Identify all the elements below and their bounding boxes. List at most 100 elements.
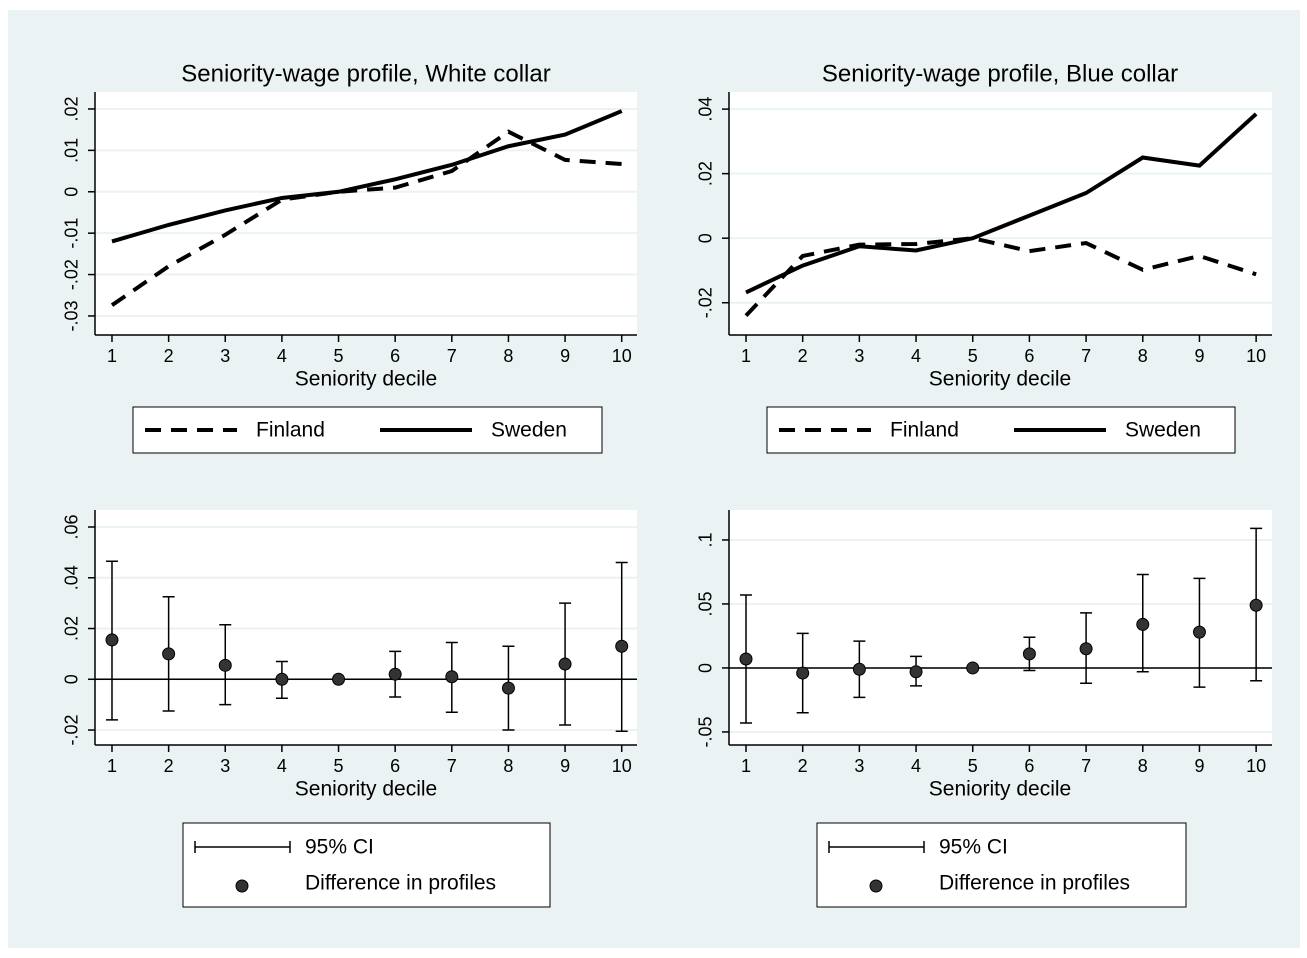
x-tick-label: 8 — [503, 346, 513, 366]
x-tick-label: 10 — [1246, 346, 1266, 366]
point — [218, 658, 232, 672]
point — [105, 633, 119, 647]
y-tick-label: .1 — [696, 532, 716, 547]
legend-label: 95% CI — [305, 836, 374, 859]
y-tick-label: 0 — [696, 233, 716, 243]
x-tick-label: 2 — [164, 756, 174, 776]
point — [739, 652, 753, 666]
x-tick-label: 1 — [107, 346, 117, 366]
y-tick-label: .02 — [696, 161, 716, 186]
x-tick-label: 7 — [447, 346, 457, 366]
chart-title: Seniority-wage profile, White collar — [181, 60, 550, 87]
x-tick-label: 9 — [560, 346, 570, 366]
data-line — [745, 112, 1258, 295]
x-axis-title: Seniority decile — [295, 778, 437, 801]
panel: -.05 0 .05 .1 1 2 3 4 5 6 7 8 9 10 Seniority decile 95%… — [696, 510, 1272, 908]
x-tick-label: 1 — [741, 756, 751, 776]
y-tick-label: .01 — [62, 138, 82, 163]
data-line — [111, 109, 623, 244]
x-tick-label: 7 — [1081, 346, 1091, 366]
x-tick-label: 2 — [798, 346, 808, 366]
y-tick-label: .02 — [62, 616, 82, 641]
y-tick-label: -.02 — [696, 287, 716, 318]
y-tick-label: 0 — [62, 187, 82, 197]
point — [1022, 647, 1036, 661]
legend-swatch — [828, 841, 925, 853]
legend-box — [816, 822, 1187, 908]
x-tick-label: 6 — [390, 346, 400, 366]
y-tick-label: -.01 — [62, 218, 82, 249]
data-line — [744, 236, 1257, 318]
panel: -.02 0 .02 .04 .06 1 2 3 4 5 6 7 8 9 10 Seniority decil… — [62, 510, 637, 908]
x-tick-label: 9 — [560, 756, 570, 776]
legend-label: Sweden — [491, 419, 567, 442]
x-tick-label: 6 — [1024, 346, 1034, 366]
legend-swatch — [235, 879, 249, 893]
point — [615, 639, 629, 653]
legend-label: Difference in profiles — [305, 872, 496, 895]
x-tick-label: 5 — [334, 756, 344, 776]
x-axis-title: Seniority decile — [929, 778, 1071, 801]
x-tick-label: 10 — [612, 346, 632, 366]
x-tick-label: 4 — [911, 756, 921, 776]
y-tick-label: 0 — [62, 674, 82, 684]
point — [388, 667, 402, 681]
y-tick-label: .05 — [696, 591, 716, 616]
panel: Seniority-wage profile, White collar -.03… — [62, 60, 637, 454]
point — [966, 661, 980, 675]
x-tick-label: 10 — [1246, 756, 1266, 776]
legend-swatch — [869, 879, 883, 893]
x-axis-title: Seniority decile — [929, 368, 1071, 391]
legend-label: Sweden — [1125, 419, 1201, 442]
x-tick-label: 3 — [220, 756, 230, 776]
point — [852, 662, 866, 676]
point — [558, 657, 572, 671]
x-tick-label: 1 — [741, 346, 751, 366]
x-tick-label: 9 — [1194, 756, 1204, 776]
x-tick-label: 8 — [1138, 346, 1148, 366]
x-tick-label: 7 — [1081, 756, 1091, 776]
legend-swatch — [194, 841, 291, 853]
x-tick-label: 4 — [911, 346, 921, 366]
x-tick-label: 5 — [968, 346, 978, 366]
data-line — [110, 129, 622, 307]
y-tick-label: -.05 — [696, 716, 716, 747]
legend-label: Difference in profiles — [939, 872, 1130, 895]
plot-area — [95, 92, 637, 335]
x-tick-label: 10 — [612, 756, 632, 776]
legend-label: Finland — [890, 419, 959, 442]
x-tick-label: 2 — [164, 346, 174, 366]
point — [275, 672, 289, 686]
y-tick-label: -.02 — [62, 259, 82, 290]
x-tick-label: 4 — [277, 756, 287, 776]
x-tick-label: 3 — [854, 756, 864, 776]
point — [162, 647, 176, 661]
y-tick-label: .04 — [62, 565, 82, 590]
x-axis-title: Seniority decile — [295, 368, 437, 391]
chart-title: Seniority-wage profile, Blue collar — [822, 60, 1178, 87]
point — [1192, 625, 1206, 639]
x-tick-label: 8 — [1138, 756, 1148, 776]
legend-label: Finland — [256, 419, 325, 442]
y-tick-label: 0 — [696, 663, 716, 673]
y-tick-label: .02 — [62, 96, 82, 121]
x-tick-label: 3 — [220, 346, 230, 366]
plot-area — [729, 510, 1272, 745]
plot-area — [729, 92, 1272, 335]
x-tick-label: 6 — [390, 756, 400, 776]
point — [501, 681, 515, 695]
x-tick-label: 7 — [447, 756, 457, 776]
x-tick-label: 1 — [107, 756, 117, 776]
x-tick-label: 3 — [854, 346, 864, 366]
x-tick-label: 5 — [334, 346, 344, 366]
x-tick-label: 6 — [1024, 756, 1034, 776]
point — [1249, 598, 1263, 612]
y-tick-label: -.02 — [62, 715, 82, 746]
legend-box — [182, 822, 551, 908]
y-tick-label: -.03 — [62, 300, 82, 331]
x-tick-label: 5 — [968, 756, 978, 776]
point — [1136, 617, 1150, 631]
point — [1079, 642, 1093, 656]
plot-area — [95, 510, 637, 745]
